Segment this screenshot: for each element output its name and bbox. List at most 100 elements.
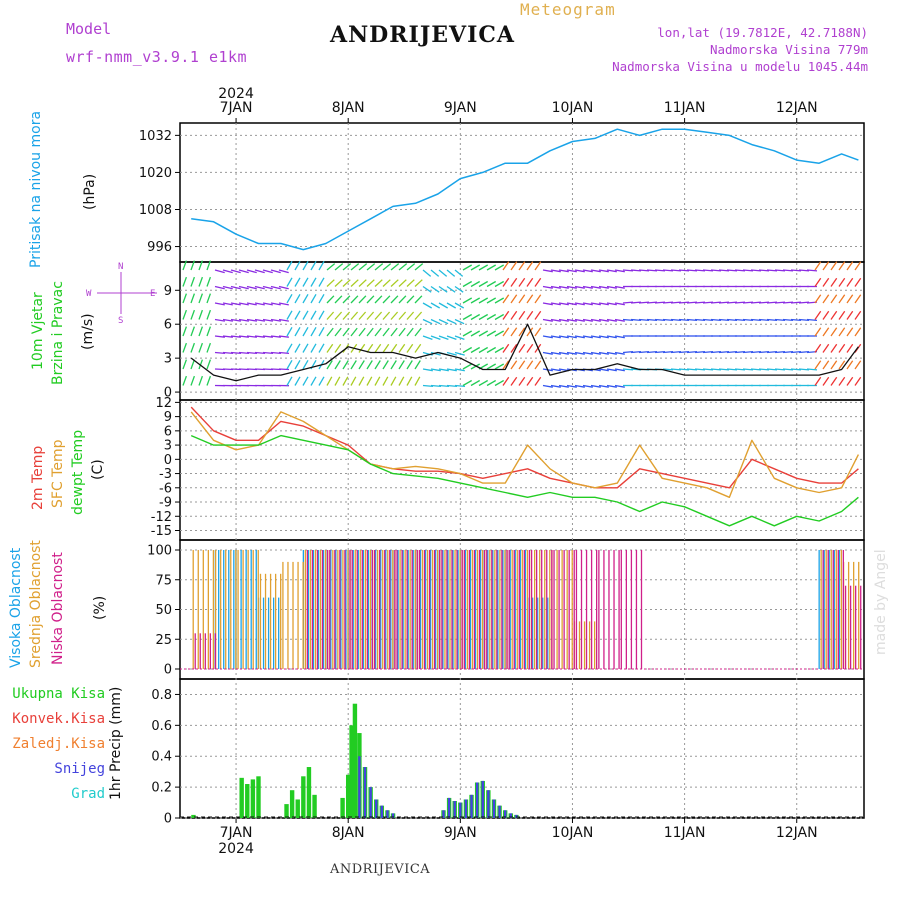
footer-station: ANDRIJEVICA <box>330 862 431 877</box>
wind-barb <box>182 309 188 320</box>
wind-barb <box>774 368 786 371</box>
wind-barb <box>614 368 625 372</box>
wind-barb <box>710 301 722 304</box>
wind-barb <box>750 350 762 354</box>
temp-sfc-line <box>190 411 860 498</box>
temp-tick-label: -15 <box>151 524 172 539</box>
wind-barb <box>534 327 542 337</box>
wind-barb <box>750 368 762 371</box>
wind-barb <box>382 360 389 370</box>
precip-snow-bar <box>453 801 456 818</box>
wind-barb <box>462 330 473 337</box>
wind-barb <box>374 295 383 304</box>
precip-total-bar <box>306 767 312 818</box>
wind-barb <box>302 376 309 386</box>
wind-barb <box>222 351 234 355</box>
precip-snow-bar <box>375 799 378 818</box>
wind-barb <box>526 376 534 386</box>
wind-barb <box>582 269 593 273</box>
wind-barb <box>366 343 374 353</box>
wind-tick-label: 3 <box>164 352 172 367</box>
wind-barb <box>614 318 625 322</box>
wind-barb <box>334 343 342 353</box>
precip-snow-bar <box>481 780 484 818</box>
wind-barb <box>366 376 373 386</box>
precip-total-bar <box>256 776 261 818</box>
wind-barb <box>198 276 204 287</box>
wind-barb <box>190 359 196 370</box>
wind-barb <box>350 263 360 271</box>
wind-barb <box>286 260 293 271</box>
temp-2m-line <box>190 406 859 489</box>
precip-tick-label: 0 <box>164 812 172 827</box>
wind-barb <box>638 269 650 272</box>
wind-barb <box>830 294 838 304</box>
compass-s-label: S <box>118 316 124 326</box>
wind-barb <box>366 360 373 370</box>
wind-barb <box>470 280 481 288</box>
wind-barb <box>454 302 465 309</box>
wind-barb <box>478 379 489 387</box>
wind-barb <box>838 261 846 271</box>
wind-barb <box>598 318 609 322</box>
cloud-tick-label: 100 <box>147 544 172 559</box>
wind-barb <box>774 269 786 272</box>
wind-barb <box>726 269 738 272</box>
wind-barb <box>646 269 658 272</box>
wind-barb <box>358 360 365 370</box>
wind-barb <box>550 368 561 372</box>
wind-barb <box>478 280 489 288</box>
bottom-day-label: 11JAN <box>664 825 706 841</box>
wind-barb <box>190 326 196 337</box>
wind-barb <box>566 318 577 322</box>
wind-barb <box>590 285 601 289</box>
wind-barb <box>334 295 343 304</box>
cloud-tick-label: 0 <box>164 663 172 678</box>
wind-barb <box>470 363 481 370</box>
top-day-label: 11JAN <box>664 100 706 116</box>
wind-barb <box>574 302 585 306</box>
wind-barb <box>670 269 682 272</box>
wind-barb <box>590 384 601 388</box>
pressure-title: Pritisak na nivou mora <box>28 110 44 268</box>
wind-barb <box>326 263 336 271</box>
compass-w-label: W <box>86 289 92 299</box>
wind-barb <box>374 360 381 370</box>
precip-snow-bar <box>515 814 518 818</box>
wind-barb <box>510 310 518 320</box>
wind-barb <box>238 302 249 306</box>
wind-barb <box>318 376 325 386</box>
wind-barb <box>718 350 730 354</box>
wind-barb <box>654 301 666 304</box>
wind-barb <box>270 318 282 322</box>
bottom-day-label: 9JAN <box>444 825 477 841</box>
wind-barb <box>814 310 822 320</box>
wind-barb <box>574 335 585 339</box>
wind-barb <box>590 351 601 355</box>
wind-barb <box>670 368 682 371</box>
wind-barb <box>758 269 770 272</box>
wind-barb <box>558 318 569 322</box>
wind-barb <box>318 326 325 337</box>
wind-barb <box>726 301 738 304</box>
wind-barb <box>502 277 510 287</box>
wind-barb <box>182 326 188 337</box>
wind-barb <box>758 301 770 304</box>
wind-barb <box>302 293 309 304</box>
wind-barb <box>662 350 674 354</box>
wind-barb <box>542 318 553 322</box>
wind-barb <box>294 376 301 386</box>
wind-barb <box>454 318 465 325</box>
wind-barb <box>502 310 510 320</box>
precip-tick-label: 0.6 <box>151 719 172 734</box>
wind-barb <box>430 384 442 388</box>
wind-barb <box>734 318 746 322</box>
wind-barb <box>422 302 433 309</box>
wind-barb <box>702 269 714 272</box>
bottom-day-label: 10JAN <box>552 825 594 841</box>
wind-barb <box>414 327 422 337</box>
wind-barb <box>406 343 414 353</box>
wind-barb <box>798 350 810 354</box>
wind-barb <box>734 368 746 371</box>
wind-barb <box>222 302 233 306</box>
